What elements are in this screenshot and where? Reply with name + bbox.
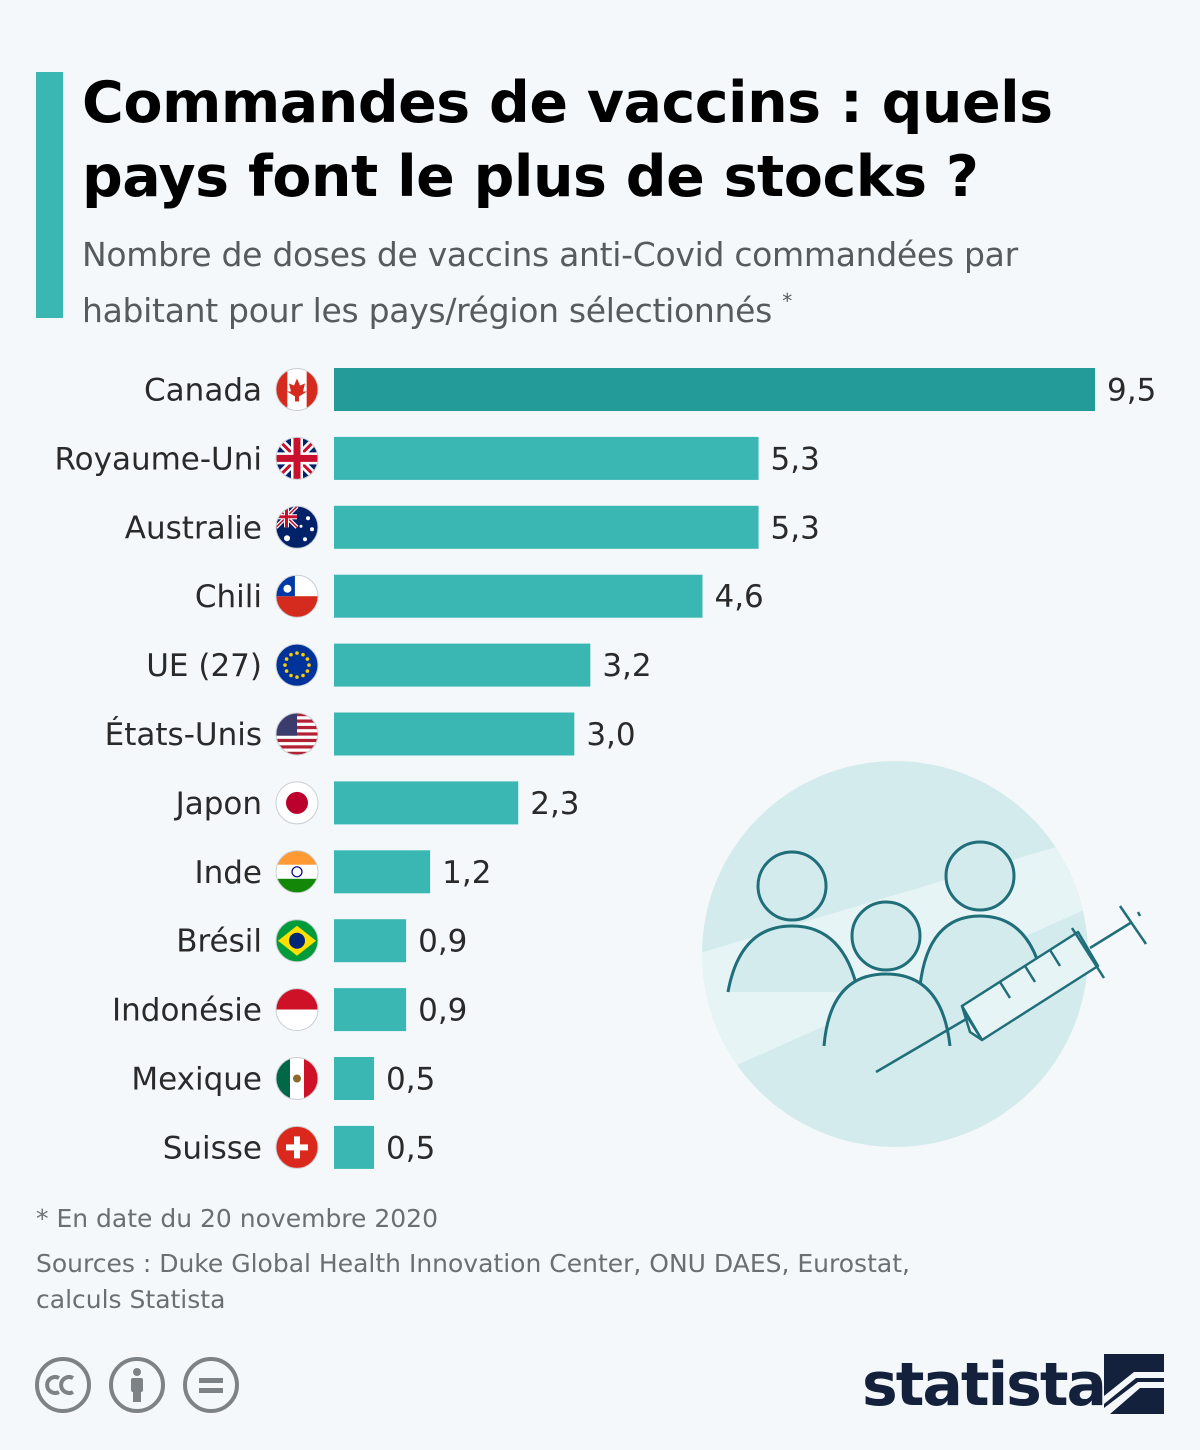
bar — [334, 919, 407, 963]
category-label: Mexique — [131, 1062, 262, 1098]
bar — [334, 850, 431, 894]
bar — [334, 574, 703, 618]
bar — [334, 781, 519, 825]
indonesia-flag — [275, 988, 319, 1032]
category-label: Brésil — [176, 924, 262, 960]
bar — [334, 1057, 375, 1100]
bar — [334, 643, 591, 687]
value-label: 3,0 — [586, 717, 635, 753]
value-label: 4,6 — [714, 579, 763, 615]
license-icons — [34, 1356, 254, 1418]
statista-logo[interactable]: statista — [862, 1348, 1172, 1428]
attribution-icon[interactable] — [108, 1356, 166, 1414]
india-flag — [275, 850, 319, 894]
value-label: 3,2 — [602, 648, 651, 684]
subtitle-asterisk: * — [782, 289, 792, 313]
vaccination-illustration — [702, 761, 1148, 1147]
value-label: 1,2 — [442, 855, 491, 891]
no-derivatives-icon[interactable] — [182, 1356, 240, 1414]
mexico-flag — [275, 1057, 319, 1100]
syringe-icon — [875, 905, 1148, 1074]
eu-flag — [275, 643, 319, 687]
value-label: 0,5 — [386, 1062, 435, 1098]
bar-chart: Canada 9,5 Royaume-Uni 5,3 Australie 5,3 Chili… — [54, 368, 1156, 1169]
category-label: Inde — [194, 855, 262, 891]
bar — [334, 1125, 375, 1169]
footnote: * En date du 20 novembre 2020 — [36, 1204, 438, 1233]
value-label: 0,5 — [386, 1130, 435, 1166]
value-label: 2,3 — [530, 786, 579, 822]
chile-flag — [275, 574, 319, 618]
value-label: 0,9 — [418, 924, 467, 960]
title-accent-bar — [36, 72, 63, 318]
category-label: Australie — [125, 510, 262, 546]
value-label: 9,5 — [1107, 373, 1156, 409]
bar — [334, 505, 759, 549]
chart-title: Commandes de vaccins : quels pays font l… — [82, 70, 1053, 210]
australia-flag — [275, 505, 319, 549]
switzerland-flag — [275, 1125, 319, 1169]
category-label: Royaume-Uni — [54, 441, 262, 477]
cc-icon[interactable] — [34, 1356, 92, 1414]
bar — [334, 988, 407, 1032]
statista-logo-mark-icon — [1104, 1354, 1164, 1414]
category-label: UE (27) — [146, 648, 262, 684]
brazil-flag — [275, 919, 319, 963]
category-label: Chili — [195, 579, 262, 615]
bar — [334, 436, 759, 480]
value-label: 5,3 — [771, 441, 820, 477]
people-icon — [702, 816, 1088, 1086]
category-label: États-Unis — [105, 717, 262, 753]
value-label: 0,9 — [418, 993, 467, 1029]
chart-subtitle: Nombre de doses de vaccins anti-Covid co… — [82, 232, 1162, 334]
bar — [334, 712, 575, 756]
category-label: Suisse — [163, 1130, 262, 1166]
category-label: Indonésie — [112, 993, 262, 1029]
category-label: Japon — [174, 786, 262, 822]
canada-flag — [275, 368, 319, 411]
bar — [334, 368, 1095, 411]
uk-flag — [275, 436, 319, 480]
value-label: 5,3 — [771, 510, 820, 546]
category-label: Canada — [144, 373, 262, 409]
japan-flag — [275, 781, 319, 825]
subtitle-text: Nombre de doses de vaccins anti-Covid co… — [82, 235, 1018, 330]
usa-flag — [275, 712, 319, 756]
sources: Sources : Duke Global Health Innovation … — [36, 1249, 910, 1314]
logo-wordmark: statista — [862, 1350, 1107, 1420]
